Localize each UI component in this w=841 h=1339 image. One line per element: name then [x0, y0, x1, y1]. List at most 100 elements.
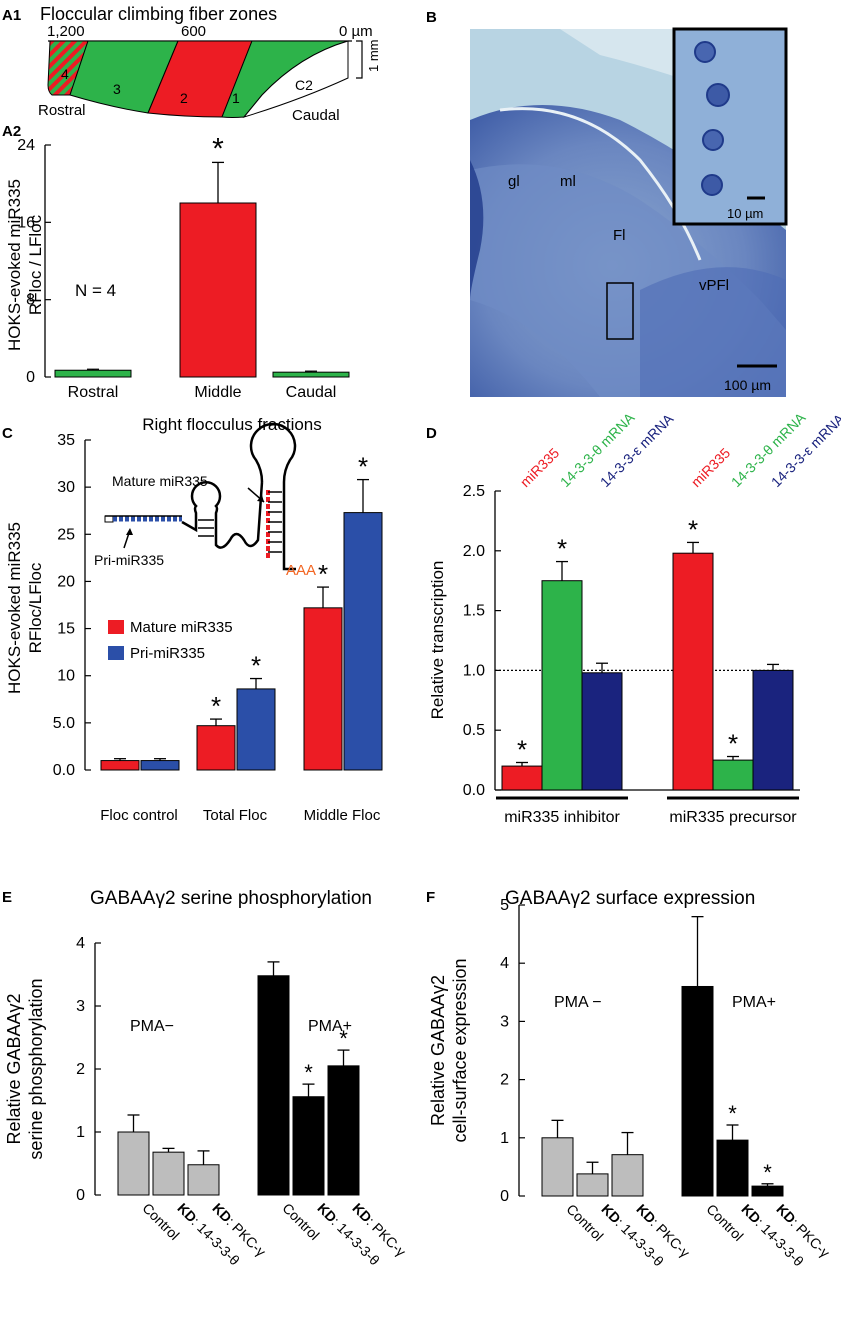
x-category-label: Middle Floc	[304, 807, 381, 824]
zone-3-label: 3	[113, 81, 121, 97]
y-tick-label: 3	[76, 998, 85, 1015]
y-axis-label-line1: Relative GABAAγ2	[428, 975, 448, 1126]
y-tick-label: 15	[57, 621, 75, 638]
bar-pri-mir335-significance: *	[358, 452, 368, 482]
y-tick-label: 2.0	[463, 543, 485, 560]
y-tick-label: 8	[26, 292, 35, 309]
y-tick-label: 1.0	[463, 662, 485, 679]
series-label: miR335	[688, 445, 734, 491]
bar-mature-mir335	[196, 725, 236, 771]
bar-mature-mir335-significance: *	[318, 559, 328, 589]
a1-scale-bar	[356, 40, 363, 79]
y-axis-label: Relative transcription	[428, 561, 447, 720]
y-tick-label: 16	[17, 214, 35, 231]
x-category-label: Caudal	[286, 384, 337, 401]
y-axis-label-line1: HOKS-evoked miR335	[5, 179, 24, 351]
pma-group-label: PMA −	[554, 994, 602, 1011]
zone-4-hatched	[47, 40, 89, 96]
inset-cell	[701, 174, 723, 196]
bar-14-3-3-mrna	[541, 580, 583, 791]
y-tick-label: 2	[500, 1072, 509, 1089]
bar-gray-2	[187, 1164, 220, 1196]
bar-mir335	[672, 552, 714, 791]
bar-black-2	[327, 1065, 360, 1196]
bar-rostral	[54, 369, 132, 378]
bar-14-3-3-mrna-significance: *	[728, 729, 738, 759]
a1-scale-label: 1 mm	[366, 40, 381, 73]
zone-4-label: 4	[61, 66, 69, 82]
bar-mature-mir335	[303, 607, 343, 771]
a1-tick-0: 0 µm	[339, 23, 373, 40]
a1-tick-600: 600	[181, 23, 206, 40]
y-tick-label: 1	[500, 1130, 509, 1147]
x-category-label: Control	[703, 1201, 746, 1244]
dark-edge-left	[470, 160, 484, 300]
label-fl: Fl	[613, 227, 626, 244]
legend-swatch	[108, 620, 124, 634]
bar-black-0	[257, 975, 290, 1196]
bar-mature-mir335	[100, 760, 140, 771]
bar-middle	[179, 202, 257, 378]
bar-pri-mir335	[140, 760, 180, 771]
pri-mirna-box	[104, 515, 114, 523]
bar-mir335	[501, 765, 543, 791]
bar-gray-2	[611, 1154, 644, 1197]
y-tick-label: 30	[57, 479, 75, 496]
poly-a-label: AAA	[286, 562, 316, 579]
group-label: miR335 precursor	[669, 809, 797, 826]
group-label: miR335 inhibitor	[504, 809, 620, 826]
y-tick-label: 0.5	[463, 722, 485, 739]
y-axis-label-line1: Relative GABAAγ2	[4, 993, 24, 1144]
y-tick-label: 25	[57, 526, 75, 543]
y-tick-label: 1	[76, 1124, 85, 1141]
zone-c2	[242, 40, 349, 118]
a1-title: Floccular climbing fiber zones	[40, 4, 277, 24]
y-tick-label: 2.5	[463, 483, 485, 500]
y-tick-label: 20	[57, 573, 75, 590]
y-tick-label: 24	[17, 137, 35, 154]
bar-middle-significance: *	[212, 132, 224, 165]
bar-14-3-3-mrna	[581, 672, 623, 791]
y-axis-label-line1: HOKS-evoked miR335	[5, 522, 24, 694]
bar-gray-0	[541, 1137, 574, 1197]
main-scale-label: 100 µm	[724, 377, 771, 393]
panel-label-c: C	[2, 425, 13, 442]
y-tick-label: 1.5	[463, 603, 485, 620]
a1-tick-1200: 1,200	[47, 23, 85, 40]
pri-mirna-label: Pri-miR335	[94, 552, 164, 568]
chart-title: Right flocculus fractions	[142, 415, 322, 434]
bar-14-3-3-mrna	[752, 669, 794, 791]
x-category-label: Total Floc	[203, 807, 268, 824]
legend-label: Mature miR335	[130, 619, 233, 636]
panel-label-d: D	[426, 425, 437, 442]
x-category-label: Floc control	[100, 807, 178, 824]
panel-label-a2: A2	[2, 123, 21, 140]
bar-black-1	[292, 1096, 325, 1196]
x-category-label: Rostral	[68, 384, 119, 401]
bar-gray-1	[576, 1173, 609, 1197]
pma-group-label: PMA+	[308, 1018, 352, 1035]
chart-e: 0 1 2 3 4 GABAAγ2 serine phosphorylation Relat…	[4, 888, 409, 1268]
bar-mature-mir335-significance: *	[211, 691, 221, 721]
bar-mir335-significance: *	[688, 514, 698, 544]
y-tick-label: 0	[26, 369, 35, 386]
chart-a2: 0 8 16 24 HOKS-evoked miR335 RFloc / LFloc Ros…	[5, 132, 350, 401]
x-category-label: Middle	[194, 384, 241, 401]
bar-black-2	[751, 1185, 784, 1197]
y-tick-label: 4	[76, 935, 85, 952]
inset-panel	[672, 27, 788, 226]
bar-black-2-significance: *	[763, 1160, 772, 1185]
legend-swatch	[108, 646, 124, 660]
label-vpfl: vPFl	[699, 277, 729, 294]
y-tick-label: 3	[500, 1013, 509, 1030]
y-tick-label: 10	[57, 668, 75, 685]
chart-c: 0.0 5.0 10 15 20 25 30 35 Right flocculus fracti…	[5, 415, 383, 824]
y-axis-label-line2: RFloc/LFloc	[26, 562, 45, 653]
y-tick-label: 4	[500, 955, 509, 972]
mirna-hairpin-diagram: Mature miR335 Pri-miR335 AAA	[94, 422, 316, 579]
bar-black-2-significance: *	[339, 1026, 348, 1051]
bar-black-1	[716, 1139, 749, 1197]
n-annotation: N = 4	[75, 281, 116, 300]
bar-pri-mir335	[236, 688, 276, 771]
